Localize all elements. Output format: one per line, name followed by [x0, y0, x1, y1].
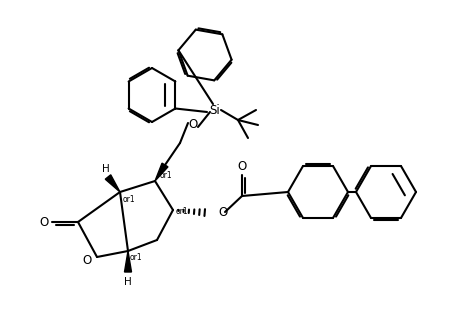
Text: O: O: [188, 119, 198, 132]
Text: or1: or1: [123, 195, 136, 204]
Text: Si: Si: [209, 103, 220, 117]
Text: or1: or1: [176, 207, 188, 216]
Text: O: O: [218, 206, 227, 219]
Text: O: O: [40, 215, 49, 228]
Text: or1: or1: [130, 252, 143, 261]
Polygon shape: [105, 175, 120, 192]
Text: O: O: [82, 253, 91, 267]
Text: or1: or1: [160, 171, 173, 180]
Polygon shape: [155, 163, 168, 181]
Text: O: O: [238, 160, 247, 173]
Text: H: H: [124, 277, 132, 287]
Polygon shape: [125, 251, 131, 272]
Text: H: H: [102, 164, 110, 174]
